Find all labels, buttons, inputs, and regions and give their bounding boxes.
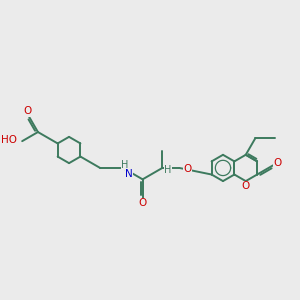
Text: O: O (183, 164, 191, 174)
Text: N: N (125, 169, 133, 179)
Text: O: O (139, 198, 147, 208)
Text: O: O (242, 181, 250, 191)
Text: H: H (164, 165, 172, 175)
Text: O: O (274, 158, 282, 169)
Text: O: O (24, 106, 32, 116)
Text: H: H (121, 160, 128, 170)
Text: HO: HO (1, 135, 17, 145)
